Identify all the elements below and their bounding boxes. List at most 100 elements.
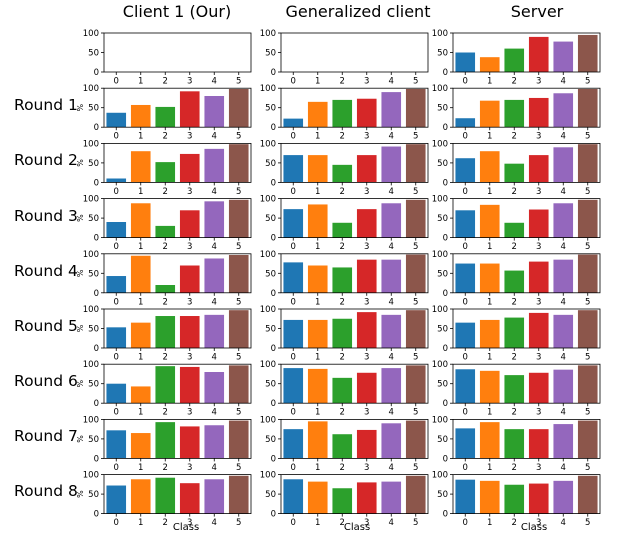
bar-r5-c2-class-0 [455,322,476,348]
x-tick-label-r4-c2-1: 1 [487,297,492,307]
bar-r7-c2-class-0 [455,428,476,459]
bar-r4-c2-class-3 [528,261,549,293]
bar-r1-c0-class-3 [179,91,200,128]
x-tick-label-r0-c0-2: 2 [163,77,168,87]
x-tick-label-r1-c1-2: 2 [340,132,345,142]
x-tick-label-r1-c2-3: 3 [536,132,541,142]
y-tick-label-r3-c2-0: 0 [443,234,448,244]
y-tick-label-r0-c2-100: 100 [432,29,448,39]
bar-r1-c2-class-0 [455,118,476,128]
x-tick-label-r7-c0-2: 2 [163,463,168,473]
x-tick-label-r5-c2-3: 3 [536,353,541,363]
x-tick-label-r4-c1-0: 0 [291,297,296,307]
y-tick-label-r3-c1-100: 100 [260,195,276,205]
x-tick-label-r8-c0-2: 2 [163,518,168,528]
x-tick-label-r2-c1-1: 1 [315,187,320,197]
axes-frame-r0-c0 [103,32,252,73]
bar-r7-c0-class-4 [204,425,225,459]
bar-r6-c1-class-4 [381,368,402,404]
y-tick-label-r7-c0-0: 0 [94,454,99,464]
row-label-round-3: Round 3 [14,207,78,225]
bar-r3-c2-class-3 [528,209,549,238]
x-tick-label-r5-c1-5: 5 [413,353,418,363]
y-tick-label-r2-c0-100: 100 [83,139,99,149]
bar-r4-c0-class-0 [106,276,127,293]
x-tick-label-r3-c2-5: 5 [585,242,590,252]
y-axis-label-r5-c0: % [76,324,85,332]
x-tick-label-r6-c1-2: 2 [340,408,345,418]
x-tick-label-r7-c0-5: 5 [236,463,241,473]
x-tick-label-r3-c1-0: 0 [291,242,296,252]
x-tick-label-r3-c2-0: 0 [463,242,468,252]
x-tick-label-r7-c0-3: 3 [187,463,192,473]
x-tick-label-r1-c1-3: 3 [364,132,369,142]
x-tick-label-r8-c2-2: 2 [512,518,517,528]
y-tick-label-r7-c2-50: 50 [437,435,448,445]
y-tick-label-r1-c2-50: 50 [437,104,448,114]
bar-r5-c0-class-5 [228,310,249,348]
bar-r5-c2-class-5 [577,310,598,348]
bar-r4-c2-class-4 [553,259,574,293]
bar-r4-c1-class-4 [381,259,402,293]
bar-r3-c1-class-5 [405,199,426,238]
bar-r7-c0-class-5 [228,420,249,459]
row-label-round-4: Round 4 [14,262,78,280]
bar-r3-c0-class-2 [155,225,176,238]
x-tick-label-r4-c1-2: 2 [340,297,345,307]
y-tick-label-r5-c0-0: 0 [94,344,99,354]
bar-r3-c2-class-5 [577,199,598,238]
x-tick-label-r4-c2-4: 4 [561,297,566,307]
y-tick-label-r4-c0-0: 0 [94,289,99,299]
bar-r4-c2-class-1 [479,263,500,293]
bar-r5-c1-class-2 [332,318,353,348]
x-tick-label-r3-c1-4: 4 [389,242,394,252]
x-tick-label-r5-c0-5: 5 [236,353,241,363]
x-tick-label-r6-c1-5: 5 [413,408,418,418]
bar-r3-c0-class-0 [106,222,127,238]
bar-r1-c0-class-1 [130,104,151,128]
y-tick-label-r8-c0-0: 0 [94,510,99,520]
x-tick-label-r4-c0-5: 5 [236,297,241,307]
x-axis-label-col-0: Class [172,522,200,533]
y-tick-label-r6-c0-100: 100 [83,360,99,370]
y-tick-label-r7-c1-50: 50 [265,435,276,445]
x-tick-label-r2-c0-0: 0 [114,187,119,197]
x-tick-label-r7-c2-5: 5 [585,463,590,473]
x-tick-label-r0-c2-2: 2 [512,77,517,87]
x-tick-label-r4-c1-1: 1 [315,297,320,307]
bar-r5-c2-class-4 [553,314,574,348]
y-tick-label-r7-c0-100: 100 [83,415,99,425]
x-tick-label-r4-c1-3: 3 [364,297,369,307]
bar-r7-c2-class-2 [504,429,525,459]
bar-r0-c2-class-0 [455,52,476,72]
x-tick-label-r2-c1-2: 2 [340,187,345,197]
bar-r8-c0-class-2 [155,477,176,514]
x-tick-label-r8-c2-5: 5 [585,518,590,528]
bar-r8-c2-class-3 [528,483,549,514]
x-tick-label-r4-c2-0: 0 [463,297,468,307]
y-tick-label-r2-c2-100: 100 [432,139,448,149]
bar-r1-c2-class-5 [577,88,598,128]
y-tick-label-r5-c2-50: 50 [437,325,448,335]
y-tick-label-r0-c2-50: 50 [437,49,448,59]
x-tick-label-r1-c2-4: 4 [561,132,566,142]
bar-r7-c2-class-5 [577,420,598,459]
x-tick-label-r8-c2-3: 3 [536,518,541,528]
bar-r2-c2-class-3 [528,155,549,183]
x-tick-label-r6-c0-3: 3 [187,408,192,418]
bar-r5-c0-class-1 [130,322,151,348]
y-axis-label-r4-c0: % [76,269,85,277]
x-tick-label-r5-c2-0: 0 [463,353,468,363]
x-tick-label-r4-c0-1: 1 [138,297,143,307]
bar-r4-c2-class-0 [455,263,476,293]
x-tick-label-r3-c2-3: 3 [536,242,541,252]
y-tick-label-r5-c2-100: 100 [432,305,448,315]
x-tick-label-r4-c0-0: 0 [114,297,119,307]
x-tick-label-r4-c1-5: 5 [413,297,418,307]
bar-r2-c2-class-5 [577,144,598,183]
bar-r7-c1-class-4 [381,423,402,459]
bar-r2-c0-class-2 [155,162,176,183]
y-tick-label-r6-c2-0: 0 [443,399,448,409]
x-tick-label-r5-c1-4: 4 [389,353,394,363]
x-tick-label-r1-c0-3: 3 [187,132,192,142]
